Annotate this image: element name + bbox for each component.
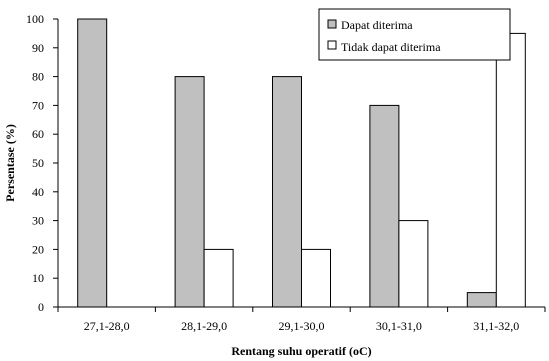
legend-label-tidak-dapat-diterima: Tidak dapat diterima [341, 40, 441, 54]
bar-dapat-diterima-2 [174, 76, 205, 308]
bar-tidak-dapat-diterima-3 [301, 248, 331, 308]
y-tick-label: 100 [26, 12, 44, 26]
bar-tidak-dapat-diterima-5 [495, 32, 526, 308]
legend-swatch-tidak-dapat-diterima [327, 40, 337, 50]
bars-group [77, 18, 526, 308]
x-tick-label: 27,1-28,0 [84, 319, 130, 333]
y-tick-label: 90 [32, 41, 44, 55]
y-tick-label: 10 [32, 271, 44, 285]
x-axis-title: Rentang suhu operatif (oC) [231, 344, 371, 358]
y-tick-label: 70 [32, 98, 44, 112]
bar-dapat-diterima-3 [272, 76, 302, 308]
legend-swatch-dapat-diterima [327, 19, 337, 29]
y-tick-label: 30 [32, 214, 44, 228]
y-axis-title: Persentase (%) [3, 124, 17, 202]
x-tick-label: 29,1-30,0 [279, 319, 325, 333]
bar-dapat-diterima-5 [466, 292, 497, 308]
x-axis [57, 306, 546, 312]
y-tick-label: 0 [38, 300, 44, 314]
y-tick-label: 60 [32, 127, 44, 141]
y-tick-label: 50 [32, 156, 44, 170]
legend-box [318, 8, 511, 61]
y-tick-label: 20 [32, 242, 44, 256]
bar-dapat-diterima-4 [369, 104, 400, 308]
legend-label-dapat-diterima: Dapat diterima [341, 18, 413, 32]
y-tick-label: 80 [32, 70, 44, 84]
bar-dapat-diterima-1 [77, 18, 108, 308]
x-tick-labels: 27,1-28,0 28,1-29,0 29,1-30,0 30,1-31,0 31,1… [84, 319, 520, 333]
legend: Dapat diterima Tidak dapat diterima [318, 8, 511, 61]
bar-tidak-dapat-diterima-4 [398, 220, 429, 308]
x-tick-label: 31,1-32,0 [473, 319, 519, 333]
y-tick-label: 40 [32, 185, 44, 199]
y-axis: 0 10 20 30 40 50 60 70 80 90 100 [26, 12, 59, 314]
x-tick-label: 30,1-31,0 [376, 319, 422, 333]
x-tick-label: 28,1-29,0 [181, 319, 227, 333]
bar-tidak-dapat-diterima-2 [203, 248, 234, 308]
